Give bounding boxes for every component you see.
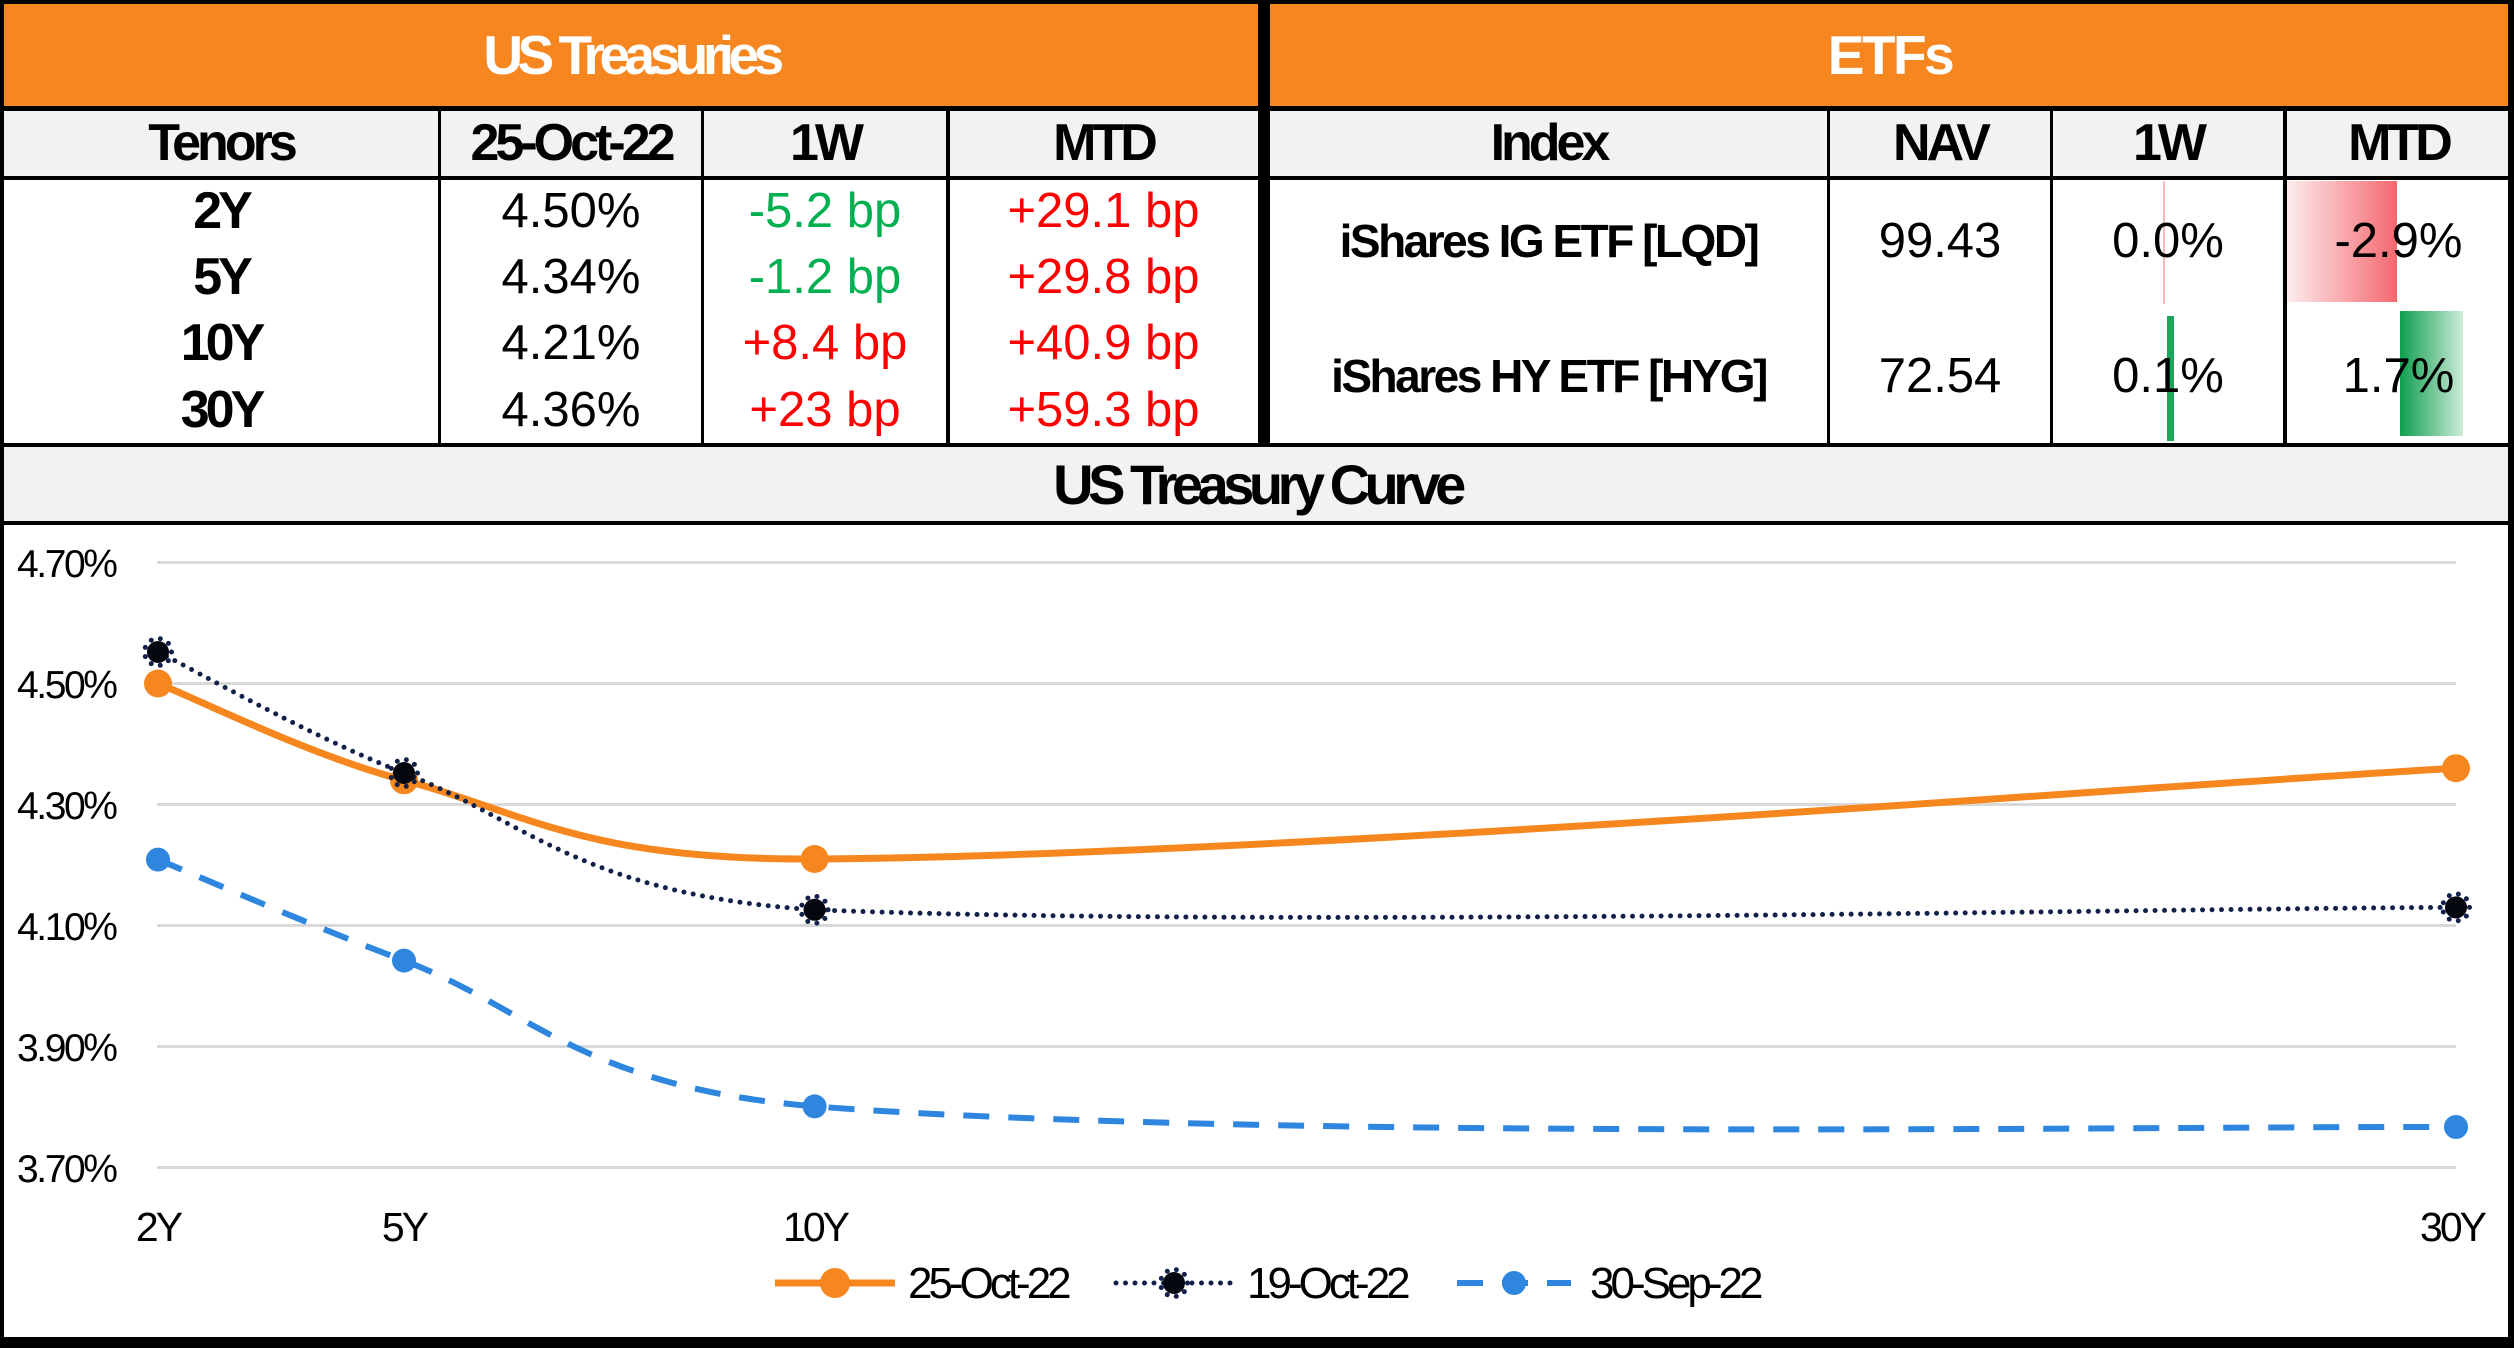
svg-text:3.90%: 3.90%: [17, 1027, 117, 1070]
svg-text:19-Oct-22: 19-Oct-22: [1247, 1259, 1409, 1308]
svg-text:30Y: 30Y: [2420, 1204, 2487, 1250]
svg-text:4.70%: 4.70%: [17, 543, 117, 586]
svg-text:10Y: 10Y: [783, 1204, 850, 1250]
svg-text:3.70%: 3.70%: [17, 1148, 117, 1191]
svg-text:4.30%: 4.30%: [17, 785, 117, 828]
svg-text:25-Oct-22: 25-Oct-22: [908, 1259, 1070, 1308]
svg-text:4.10%: 4.10%: [17, 906, 117, 949]
svg-text:30-Sep-22: 30-Sep-22: [1590, 1259, 1762, 1308]
svg-text:2Y: 2Y: [136, 1204, 183, 1250]
svg-text:4.50%: 4.50%: [17, 664, 117, 707]
svg-text:5Y: 5Y: [382, 1204, 429, 1250]
